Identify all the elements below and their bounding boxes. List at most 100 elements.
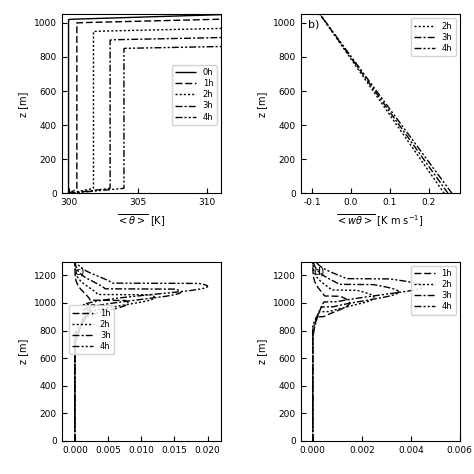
1h — [74, 106, 80, 111]
2h — [313, 318, 319, 324]
3h — [107, 94, 113, 100]
2h — [91, 106, 96, 111]
1h — [310, 259, 316, 264]
Y-axis label: z [m]: z [m] — [257, 338, 267, 364]
Line: 1h: 1h — [313, 262, 349, 441]
1h — [74, 94, 80, 100]
3h — [73, 332, 79, 338]
4h — [121, 84, 127, 90]
3h — [369, 84, 374, 90]
2h — [310, 438, 316, 444]
2h — [383, 106, 388, 111]
4h — [310, 332, 316, 338]
1h — [345, 303, 350, 309]
Line: 1h: 1h — [75, 262, 128, 441]
Y-axis label: z [m]: z [m] — [18, 91, 28, 117]
3h — [310, 357, 316, 363]
Line: 2h: 2h — [313, 262, 374, 441]
Legend: 0h, 1h, 2h, 3h, 4h: 0h, 1h, 2h, 3h, 4h — [172, 65, 217, 125]
3h — [376, 94, 382, 100]
4h — [386, 106, 392, 111]
Line: 0h: 0h — [69, 14, 235, 193]
Legend: 2h, 3h, 4h: 2h, 3h, 4h — [410, 18, 456, 56]
1h — [313, 318, 319, 324]
0h — [92, 16, 98, 21]
2h — [72, 406, 78, 412]
4h — [72, 438, 78, 444]
4h — [217, 44, 222, 49]
1h — [74, 104, 80, 110]
4h — [72, 357, 78, 363]
2h — [117, 303, 122, 309]
4h — [312, 318, 318, 324]
Line: 3h: 3h — [313, 262, 399, 441]
3h — [81, 318, 87, 324]
Legend: 1h, 2h, 3h, 4h: 1h, 2h, 3h, 4h — [410, 266, 456, 315]
0h — [66, 44, 72, 49]
X-axis label: $\overline{<w\theta>}$ [K m s$^{-1}$]: $\overline{<w\theta>}$ [K m s$^{-1}$] — [337, 213, 424, 229]
4h — [320, 16, 326, 21]
2h — [310, 259, 316, 264]
2h — [441, 191, 447, 196]
0h — [66, 94, 72, 100]
Line: 3h: 3h — [69, 14, 474, 193]
2h — [320, 16, 326, 21]
4h — [319, 303, 325, 309]
4h — [341, 44, 346, 49]
1h — [310, 332, 316, 338]
Y-axis label: z [m]: z [m] — [18, 338, 28, 364]
2h — [74, 332, 80, 338]
4h — [72, 406, 78, 412]
0h — [66, 191, 72, 196]
2h — [317, 11, 323, 17]
3h — [310, 392, 316, 398]
Line: 4h: 4h — [69, 14, 474, 193]
0h — [66, 84, 72, 90]
3h — [334, 303, 340, 309]
Line: 4h: 4h — [75, 262, 208, 441]
4h — [121, 104, 127, 110]
1h — [310, 438, 316, 444]
Text: d): d) — [313, 267, 325, 277]
2h — [91, 104, 96, 110]
3h — [310, 438, 316, 444]
0h — [66, 104, 72, 110]
1h — [74, 84, 80, 90]
2h — [91, 84, 96, 90]
4h — [378, 94, 383, 100]
0h — [232, 11, 237, 17]
1h — [72, 392, 78, 398]
2h — [72, 357, 78, 363]
4h — [91, 303, 97, 309]
Line: 2h: 2h — [75, 262, 155, 441]
2h — [367, 84, 373, 90]
2h — [91, 44, 96, 49]
2h — [72, 438, 78, 444]
1h — [310, 406, 316, 412]
4h — [310, 406, 316, 412]
Text: c): c) — [74, 267, 85, 277]
2h — [310, 392, 316, 398]
Legend: 1h, 2h, 3h, 4h: 1h, 2h, 3h, 4h — [69, 305, 114, 354]
3h — [107, 84, 113, 90]
1h — [310, 357, 316, 363]
3h — [93, 303, 99, 309]
4h — [310, 357, 316, 363]
3h — [72, 438, 78, 444]
3h — [72, 406, 78, 412]
Line: 4h: 4h — [320, 14, 452, 193]
2h — [310, 332, 316, 338]
3h — [320, 16, 326, 21]
4h — [371, 84, 376, 90]
4h — [310, 438, 316, 444]
Line: 2h: 2h — [69, 14, 474, 193]
1h — [75, 332, 81, 338]
4h — [81, 318, 86, 324]
Line: 1h: 1h — [69, 14, 423, 193]
3h — [383, 104, 389, 110]
1h — [72, 406, 78, 412]
1h — [420, 11, 426, 17]
4h — [72, 392, 78, 398]
3h — [310, 332, 316, 338]
Line: 3h: 3h — [320, 14, 448, 193]
